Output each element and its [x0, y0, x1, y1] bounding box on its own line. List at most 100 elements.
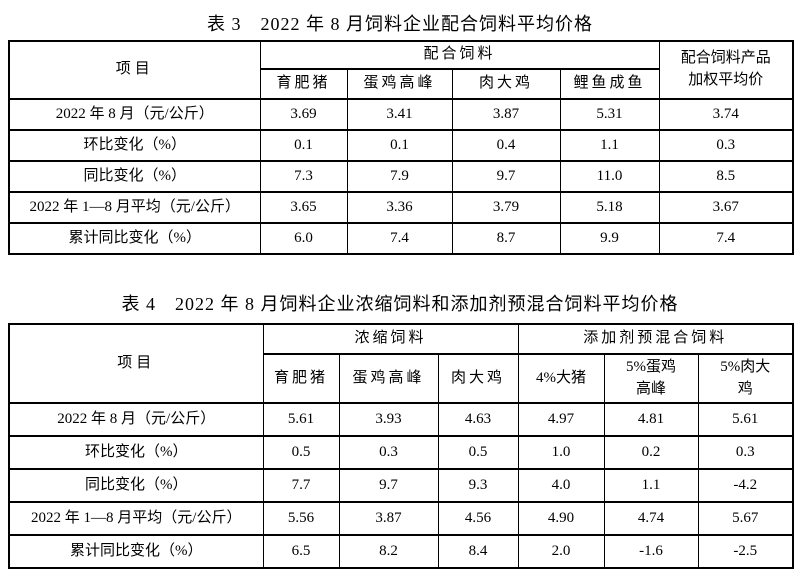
value-cell: 0.3 [697, 435, 794, 470]
value-cell: 0.1 [259, 129, 348, 162]
value-cell: 2.0 [517, 534, 605, 569]
table3-row-jan-aug-avg: 2022 年 1—8 月平均（元/公斤） 3.65 3.36 3.79 5.18… [8, 191, 794, 224]
table4-header-row-1: 项目 浓缩饲料 添加剂预混合饲料 [8, 323, 794, 404]
table3-col-peak-laying-hen: 蛋鸡高峰 [346, 68, 453, 100]
value-cell: 3.69 [259, 98, 348, 131]
value-cell: 1.1 [603, 468, 699, 503]
table4: 项目 浓缩饲料 添加剂预混合饲料 育肥猪 蛋鸡高峰 肉大鸡 4%大猪 5%蛋鸡高… [8, 323, 795, 569]
table3-header-row-1: 项目 配合饲料 配合饲料产品加权平均价 [8, 40, 794, 100]
value-cell: 9.7 [338, 468, 439, 503]
table4-header-row-2: 育肥猪 蛋鸡高峰 肉大鸡 4%大猪 5%蛋鸡高峰 5%肉大鸡 [9, 353, 794, 404]
table4-header-item: 项目 [8, 323, 264, 404]
row-label-cell: 累计同比变化（%） [8, 534, 264, 569]
table3-row-cumulative-yoy: 累计同比变化（%） 6.0 7.4 8.7 9.9 7.4 [8, 222, 794, 255]
value-cell: 0.5 [437, 435, 519, 470]
value-cell: 0.3 [658, 129, 794, 162]
table3-title: 表 3 2022 年 8 月饲料企业配合饲料平均价格 [207, 14, 593, 34]
table3-header-weighted-avg: 配合饲料产品加权平均价 [658, 40, 794, 100]
table3-col-adult-carp: 鲤鱼成鱼 [559, 68, 660, 100]
row-label-cell: 2022 年 1—8 月平均（元/公斤） [8, 501, 264, 536]
table4-col-5pct-broiler: 5%肉大鸡 [697, 353, 794, 404]
table4-header-group-concentrate: 浓缩饲料 [262, 323, 519, 355]
row-label-cell: 同比变化（%） [8, 468, 264, 503]
table3-header-row-2: 育肥猪 蛋鸡高峰 肉大鸡 鲤鱼成鱼 [9, 68, 793, 100]
row-label-cell: 2022 年 1—8 月平均（元/公斤） [8, 191, 261, 224]
table3-header-weighted-avg-text: 配合饲料产品加权平均价 [680, 50, 771, 88]
value-cell: 3.79 [451, 191, 561, 224]
value-cell: 4.74 [603, 501, 699, 536]
table3-row-yoy-change: 同比变化（%） 7.3 7.9 9.7 11.0 8.5 [8, 160, 794, 193]
value-cell: 0.5 [262, 435, 340, 470]
value-cell: 9.3 [437, 468, 519, 503]
table4-row-jan-aug-avg: 2022 年 1—8 月平均（元/公斤） 5.56 3.87 4.56 4.90… [8, 501, 794, 536]
value-cell: 6.0 [259, 222, 348, 255]
table3-row-aug-price: 2022 年 8 月（元/公斤） 3.69 3.41 3.87 5.31 3.7… [8, 98, 794, 131]
value-cell: 5.67 [697, 501, 794, 536]
value-cell: 3.74 [658, 98, 794, 131]
table4-col-broiler: 肉大鸡 [437, 353, 519, 404]
row-label-cell: 环比变化（%） [8, 129, 261, 162]
value-cell: 3.87 [451, 98, 561, 131]
table4-col-4pct-pig-text: 4%大猪 [536, 369, 587, 386]
value-cell: 8.2 [338, 534, 439, 569]
value-cell: 8.5 [658, 160, 794, 193]
value-cell: -1.6 [603, 534, 699, 569]
value-cell: 3.67 [658, 191, 794, 224]
value-cell: 5.18 [559, 191, 660, 224]
value-cell: 0.4 [451, 129, 561, 162]
value-cell: 7.9 [346, 160, 453, 193]
table3-col-fattening-pig: 育肥猪 [259, 68, 348, 100]
table4-col-5pct-laying-hen: 5%蛋鸡高峰 [603, 353, 699, 404]
value-cell: 1.0 [517, 435, 605, 470]
value-cell: 8.7 [451, 222, 561, 255]
value-cell: 9.9 [559, 222, 660, 255]
table4-col-5pct-broiler-text: 5%肉大鸡 [720, 358, 771, 397]
value-cell: 4.56 [437, 501, 519, 536]
row-label-cell: 2022 年 8 月（元/公斤） [8, 402, 264, 437]
value-cell: 4.0 [517, 468, 605, 503]
table4-row-mom-change: 环比变化（%） 0.5 0.3 0.5 1.0 0.2 0.3 [8, 435, 794, 470]
table3-row-mom-change: 环比变化（%） 0.1 0.1 0.4 1.1 0.3 [8, 129, 794, 162]
table4-header-group-premix: 添加剂预混合饲料 [517, 323, 794, 355]
value-cell: 7.4 [658, 222, 794, 255]
value-cell: 0.2 [603, 435, 699, 470]
row-label-cell: 2022 年 8 月（元/公斤） [8, 98, 261, 131]
value-cell: 5.56 [262, 501, 340, 536]
value-cell: 5.61 [262, 402, 340, 437]
table4-col-5pct-laying-hen-text: 5%蛋鸡高峰 [626, 358, 677, 397]
table4-col-peak-laying-hen: 蛋鸡高峰 [338, 353, 439, 404]
value-cell: 7.4 [346, 222, 453, 255]
value-cell: 3.65 [259, 191, 348, 224]
value-cell: 4.63 [437, 402, 519, 437]
value-cell: 3.41 [346, 98, 453, 131]
table3-col-broiler: 肉大鸡 [451, 68, 561, 100]
table4-row-cumulative-yoy: 累计同比变化（%） 6.5 8.2 8.4 2.0 -1.6 -2.5 [8, 534, 794, 569]
table4-row-aug-price: 2022 年 8 月（元/公斤） 5.61 3.93 4.63 4.97 4.8… [8, 402, 794, 437]
value-cell: -4.2 [697, 468, 794, 503]
table3: 项目 配合饲料 配合饲料产品加权平均价 育肥猪 蛋鸡高峰 肉大鸡 鲤鱼成鱼 20… [8, 40, 795, 255]
table4-col-4pct-pig: 4%大猪 [517, 353, 605, 404]
value-cell: 7.7 [262, 468, 340, 503]
table4-col-fattening-pig: 育肥猪 [262, 353, 340, 404]
table4-row-yoy-change: 同比变化（%） 7.7 9.7 9.3 4.0 1.1 -4.2 [8, 468, 794, 503]
value-cell: 5.31 [559, 98, 660, 131]
value-cell: 8.4 [437, 534, 519, 569]
value-cell: 6.5 [262, 534, 340, 569]
value-cell: 3.93 [338, 402, 439, 437]
table4-title: 表 4 2022 年 8 月饲料企业浓缩饲料和添加剂预混合饲料平均价格 [121, 294, 679, 314]
value-cell: 4.81 [603, 402, 699, 437]
row-label-cell: 同比变化（%） [8, 160, 261, 193]
value-cell: 0.1 [346, 129, 453, 162]
value-cell: 4.97 [517, 402, 605, 437]
value-cell: -2.5 [697, 534, 794, 569]
value-cell: 1.1 [559, 129, 660, 162]
value-cell: 7.3 [259, 160, 348, 193]
value-cell: 4.90 [517, 501, 605, 536]
value-cell: 3.87 [338, 501, 439, 536]
row-label-cell: 环比变化（%） [8, 435, 264, 470]
value-cell: 9.7 [451, 160, 561, 193]
value-cell: 11.0 [559, 160, 660, 193]
value-cell: 0.3 [338, 435, 439, 470]
table3-header-group-compound-feed: 配合饲料 [259, 40, 660, 70]
value-cell: 3.36 [346, 191, 453, 224]
